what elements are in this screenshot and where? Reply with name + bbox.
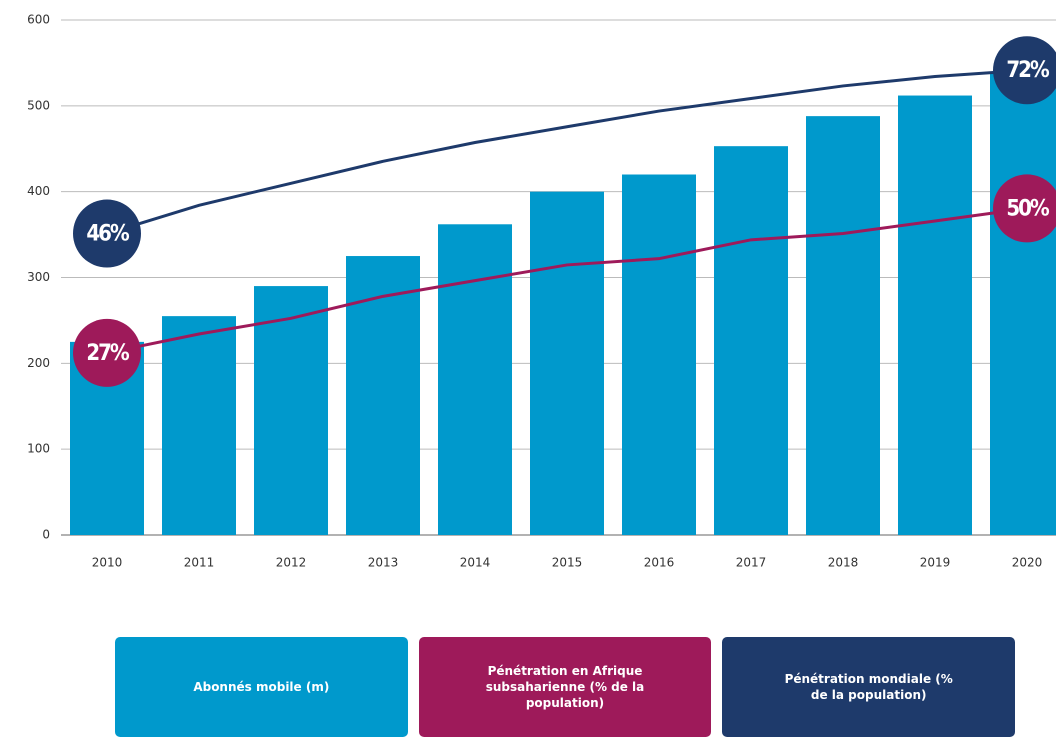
x-tick-label: 2012 <box>276 556 307 570</box>
legend: Abonnés mobile (m) Pénétration en Afrique… <box>115 637 1016 737</box>
x-tick-label: 2018 <box>828 556 859 570</box>
y-tick-label: 300 <box>27 270 50 284</box>
bar <box>990 71 1056 535</box>
legend-entry: Pénétration mondiale (% de la population… <box>722 637 1016 737</box>
data-label: 46% <box>86 222 130 247</box>
label-badge <box>993 36 1056 105</box>
bar <box>530 191 604 535</box>
bar <box>346 256 420 535</box>
x-tick-label: 2019 <box>920 556 951 570</box>
y-tick-label: 0 <box>42 528 50 542</box>
bar <box>806 116 880 535</box>
x-tick-label: 2010 <box>92 556 123 570</box>
y-tick-label: 600 <box>27 13 50 27</box>
bar <box>162 316 236 535</box>
label-badge <box>73 199 141 268</box>
y-tick-label: 400 <box>27 184 50 198</box>
data-label: 50% <box>1006 196 1050 221</box>
bar <box>714 146 788 536</box>
y-tick-label: 100 <box>27 442 50 456</box>
label-badge <box>993 174 1056 243</box>
legend-entry: Pénétration en Afrique subsaharienne (% … <box>418 637 712 737</box>
data-label: 72% <box>1006 58 1050 83</box>
x-tick-label: 2017 <box>736 556 767 570</box>
x-tick-label: 2013 <box>368 556 399 570</box>
bar <box>622 174 696 535</box>
line <box>106 68 1028 235</box>
y-tick-label: 200 <box>27 356 50 370</box>
bar <box>898 95 972 536</box>
x-tick-label: 2016 <box>644 556 675 570</box>
bar <box>438 224 512 536</box>
x-tick-label: 2011 <box>184 556 215 570</box>
line <box>106 206 1028 355</box>
x-tick-label: 2020 <box>1012 556 1043 570</box>
legend-entry: Abonnés mobile (m) <box>115 637 408 737</box>
x-tick-label: 2015 <box>552 556 583 570</box>
y-tick-label: 500 <box>27 98 50 112</box>
data-label: 27% <box>86 341 130 366</box>
bar <box>254 286 328 535</box>
x-tick-label: 2014 <box>460 556 491 570</box>
label-badge <box>73 318 141 387</box>
